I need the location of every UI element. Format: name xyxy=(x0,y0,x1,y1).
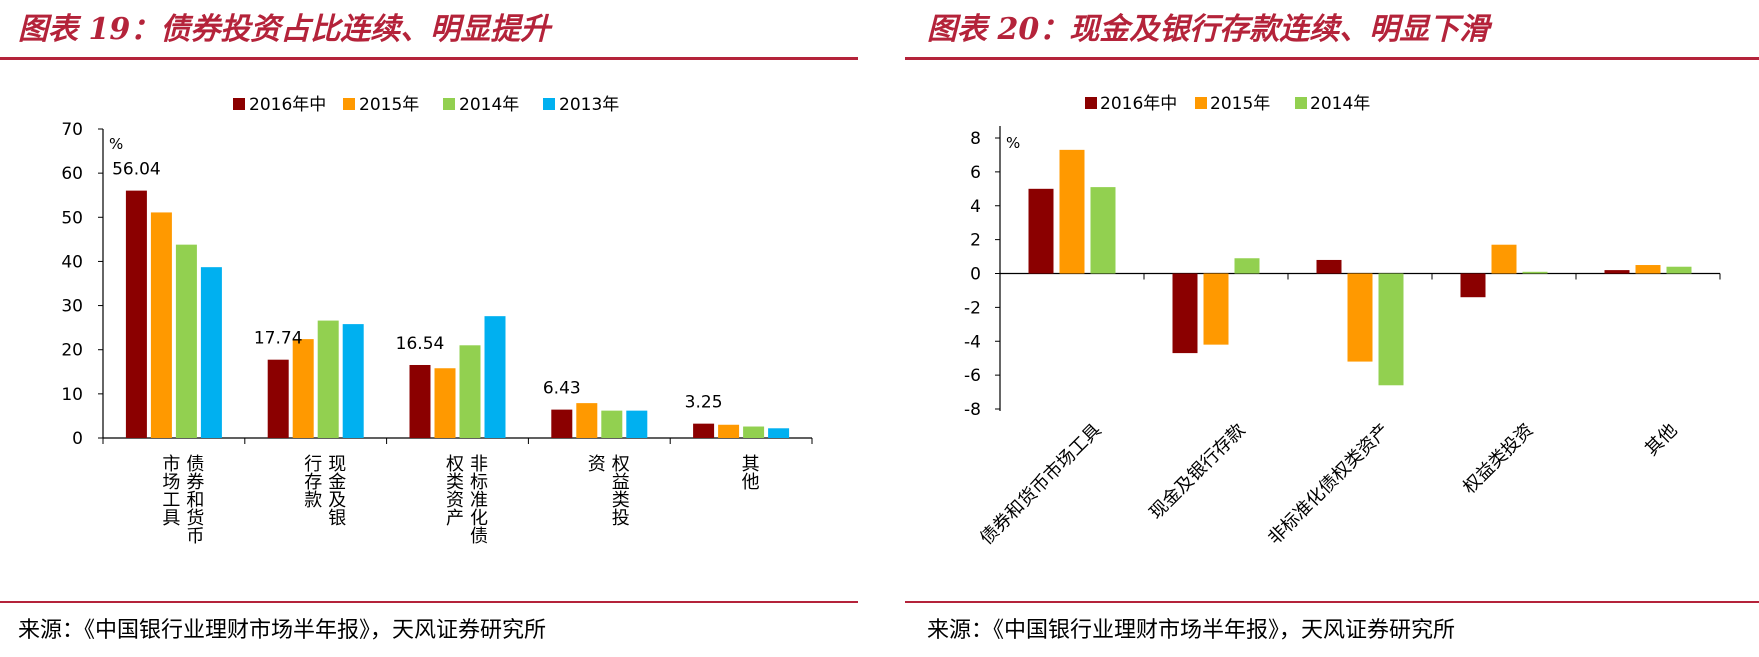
bar xyxy=(768,428,790,438)
source-rule xyxy=(0,601,858,603)
y-tick-label: -2 xyxy=(964,298,981,318)
title-rule xyxy=(0,57,858,60)
legend-swatch xyxy=(233,98,245,110)
bar xyxy=(267,359,289,438)
y-tick-label: 50 xyxy=(61,208,83,228)
y-tick-label: 40 xyxy=(61,252,83,272)
legend-label: 2015年 xyxy=(1210,94,1270,114)
bar xyxy=(1347,273,1373,362)
bar xyxy=(317,320,339,438)
legend-swatch xyxy=(443,98,455,110)
data-label: 3.25 xyxy=(685,393,723,413)
bar xyxy=(718,424,740,438)
bar xyxy=(125,190,147,438)
bar xyxy=(1316,259,1342,274)
x-category-label: 债券和货币 xyxy=(183,454,204,544)
legend-label: 2014年 xyxy=(459,95,519,115)
y-unit-label: % xyxy=(1006,134,1020,152)
bar-chart-change: 2016年中 2015年 2014年 -8 -6 -4 -2 0 2 4 6 8 % 债券和货币市场工具现… xyxy=(964,94,1721,549)
bar xyxy=(1604,270,1630,274)
bar xyxy=(1378,273,1404,386)
bar xyxy=(1522,271,1548,274)
bar xyxy=(1172,273,1198,354)
source-rule xyxy=(905,601,1759,603)
data-label: 16.54 xyxy=(396,334,445,354)
title-rule xyxy=(905,57,1759,60)
bar xyxy=(1090,187,1116,274)
bar xyxy=(409,364,431,438)
x-category-label: 非标准化债权类资产 xyxy=(1264,420,1393,549)
y-unit-label: % xyxy=(109,135,123,153)
x-category-label: 现金及银行存款 xyxy=(1146,420,1250,524)
y-tick-label: 0 xyxy=(72,429,83,449)
bar xyxy=(1635,265,1661,274)
legend-label: 2016年中 xyxy=(249,95,326,115)
y-tick-label: 10 xyxy=(61,385,83,405)
bar xyxy=(626,410,648,438)
x-category-label: 其他 xyxy=(1641,420,1681,460)
x-category-label: 债券和货币市场工具 xyxy=(976,420,1105,549)
x-category-label: 非标准化债 xyxy=(467,454,488,544)
bar-chart-allocation: 2016年中 2015年 2014年 2013年 0 10 20 30 40 50 60 70% 56.… xyxy=(61,95,813,544)
bar xyxy=(576,403,598,438)
y-tick-label: 60 xyxy=(61,164,83,184)
y-tick-label: 8 xyxy=(970,129,981,149)
bar xyxy=(601,410,623,438)
x-category-label: 权类资产 xyxy=(443,454,464,526)
bar xyxy=(1234,258,1260,274)
y-tick-label: 6 xyxy=(970,163,981,183)
x-category-label: 权益类投 xyxy=(609,454,630,526)
bar xyxy=(175,244,197,438)
bar xyxy=(342,324,364,438)
figure-19: 图表 19：债券投资占比连续、明显提升 2016年中 2015年 2014年 2013… xyxy=(0,0,860,657)
x-category-label: 资 xyxy=(585,454,606,472)
bar xyxy=(743,426,765,438)
bar xyxy=(1460,273,1486,298)
bar xyxy=(292,339,314,438)
legend-swatch xyxy=(1085,97,1097,109)
bar xyxy=(484,316,506,438)
y-tick-label: 30 xyxy=(61,297,83,317)
x-category-label: 市场工具 xyxy=(159,454,180,526)
bar xyxy=(1203,273,1229,345)
y-tick-label: 70 xyxy=(61,120,83,140)
y-tick-label: 20 xyxy=(61,341,83,361)
x-category-label: 行存款 xyxy=(301,454,322,509)
y-tick-label: 4 xyxy=(970,197,981,217)
source-note: 来源：《中国银行业理财市场半年报》，天风证券研究所 xyxy=(18,618,547,643)
bar xyxy=(1491,244,1517,274)
bar xyxy=(150,212,172,438)
data-label: 56.04 xyxy=(112,160,161,180)
y-tick-label: 2 xyxy=(970,231,981,251)
bar xyxy=(1028,188,1054,274)
figure-title: 图表 19：债券投资占比连续、明显提升 xyxy=(18,12,551,47)
legend-swatch xyxy=(343,98,355,110)
figure-title: 图表 20：现金及银行存款连续、明显下滑 xyxy=(927,12,1490,47)
legend-label: 2013年 xyxy=(559,95,619,115)
x-category-label: 其他 xyxy=(739,454,760,490)
data-label: 17.74 xyxy=(254,329,303,349)
legend-label: 2015年 xyxy=(359,95,419,115)
bar xyxy=(551,409,573,438)
data-label: 6.43 xyxy=(543,379,581,399)
y-tick-label: -6 xyxy=(964,366,981,386)
y-tick-label: -8 xyxy=(964,400,981,420)
bar xyxy=(693,423,715,438)
source-note: 来源：《中国银行业理财市场半年报》，天风证券研究所 xyxy=(927,618,1456,643)
legend-label: 2016年中 xyxy=(1100,94,1177,114)
x-category-label: 现金及银 xyxy=(325,454,346,526)
y-tick-label: -4 xyxy=(964,332,981,352)
legend-swatch xyxy=(1295,97,1307,109)
bar xyxy=(200,267,222,438)
figure-20: 图表 20：现金及银行存款连续、明显下滑 2016年中 2015年 2014年 -8 -… xyxy=(905,0,1759,657)
bar xyxy=(1059,149,1085,274)
bar xyxy=(459,345,481,438)
legend-swatch xyxy=(543,98,555,110)
bar xyxy=(434,368,456,438)
x-category-label: 权益类投资 xyxy=(1459,420,1537,498)
legend-label: 2014年 xyxy=(1310,94,1370,114)
legend-swatch xyxy=(1195,97,1207,109)
bar xyxy=(1666,266,1692,274)
y-tick-label: 0 xyxy=(970,265,981,285)
